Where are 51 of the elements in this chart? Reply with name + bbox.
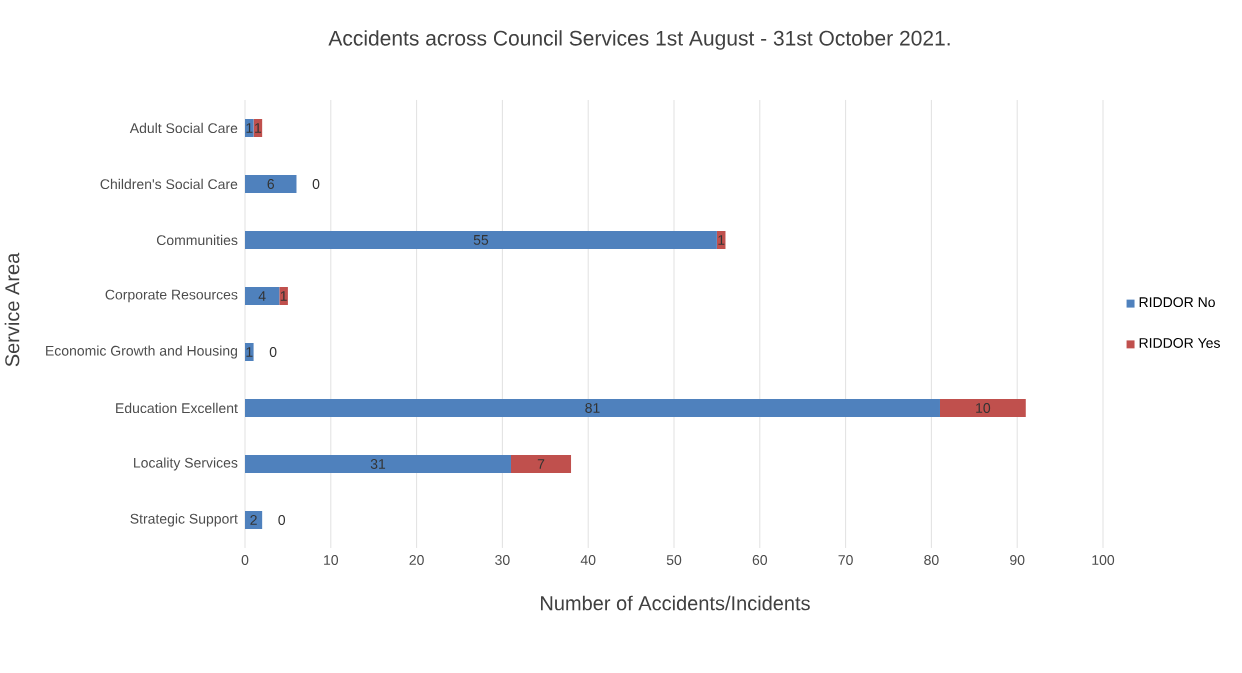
data-label: 31 [370, 459, 386, 469]
data-label: 4 [258, 291, 266, 301]
bar [245, 343, 254, 361]
bar [279, 286, 288, 305]
x-tick-label: 90 [1010, 555, 1025, 565]
bar [510, 454, 572, 473]
x-tick-label: 10 [324, 555, 339, 565]
data-label: 2 [250, 515, 257, 525]
legend-label: RIDDOR No [1139, 297, 1215, 308]
bar [245, 119, 254, 137]
data-label: 1 [718, 235, 725, 245]
bar [245, 230, 717, 249]
bar [245, 398, 940, 417]
x-tick-label: 40 [580, 555, 596, 565]
data-label: 7 [537, 459, 545, 469]
y-tick-label: Communities [156, 234, 238, 246]
data-label: 55 [473, 235, 489, 245]
data-label: 1 [280, 291, 287, 301]
y-tick-label: Education Excellent [116, 402, 238, 414]
bar [245, 511, 263, 529]
data-label: 0 [269, 347, 277, 357]
x-tick-label: 50 [666, 555, 682, 565]
x-tick-label: 80 [924, 555, 939, 565]
data-label: 6 [267, 179, 275, 189]
bar [245, 286, 280, 305]
x-tick-label: 70 [838, 555, 853, 565]
data-label: 1 [246, 123, 253, 133]
y-tick-label: Economic Growth and Housing [46, 345, 237, 359]
x-axis-title: Number of Accidents/Incidents [541, 595, 810, 611]
data-label: 10 [976, 403, 991, 413]
x-tick-label: 60 [752, 555, 768, 565]
y-tick-label: Children's Social Care [100, 178, 238, 190]
bar [939, 398, 1026, 417]
x-tick-label: 100 [1092, 555, 1115, 565]
data-label: 0 [278, 515, 286, 525]
bar [245, 174, 297, 193]
data-label: 1 [255, 123, 262, 133]
y-tick-label: Corporate Resources [105, 289, 238, 303]
x-tick-label: 20 [409, 555, 424, 565]
bar [245, 454, 511, 473]
data-label: 0 [312, 179, 320, 189]
y-tick-label: Strategic Support [130, 513, 238, 527]
data-label: 81 [585, 403, 600, 413]
data-label: 1 [246, 347, 253, 357]
x-tick-label: 30 [495, 555, 510, 565]
y-axis-title: Service Area [4, 252, 20, 367]
chart-title: Accidents across Council Services 1st August - 31st October 2021. [328, 30, 950, 50]
y-tick-label: Adult Social Care [129, 122, 238, 134]
legend-label: RIDDOR Yes [1139, 338, 1220, 348]
x-tick-label: 0 [241, 555, 249, 565]
y-tick-label: Locality Services [134, 457, 238, 471]
